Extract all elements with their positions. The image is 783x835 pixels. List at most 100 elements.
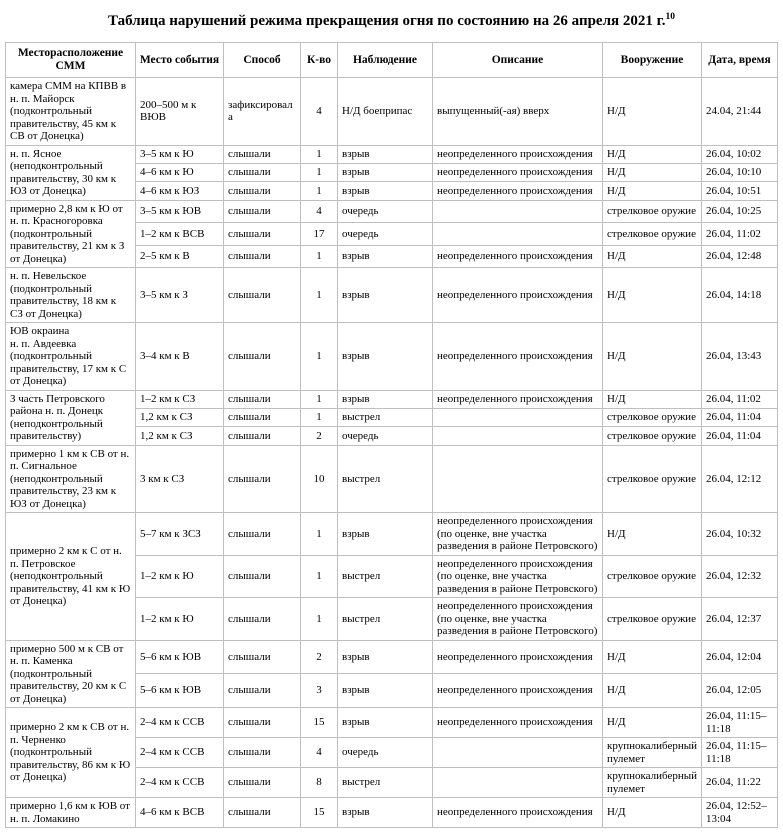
- column-header-count: К-во: [300, 42, 338, 78]
- description-cell: неопределенного происхождения: [432, 267, 603, 323]
- weapon-cell: Н/Д: [602, 244, 702, 268]
- table-row: 4–6 км к ЮЗ слышали 1 взрыв неопределенного …: [6, 181, 778, 201]
- observation-cell: взрыв: [337, 707, 433, 738]
- table-row: 1,2 км к СЗ слышали 2 очередь стрелковое ору…: [6, 426, 778, 446]
- event-place-cell: 4–6 км к ЮЗ: [135, 181, 224, 201]
- event-place-cell: 200–500 м к ВЮВ: [135, 77, 224, 146]
- weapon-cell: Н/Д: [602, 389, 702, 409]
- count-cell: 8: [300, 767, 338, 798]
- datetime-cell: 26.04, 11:15–11:18: [701, 707, 778, 738]
- column-header-observation: Наблюдение: [337, 42, 433, 78]
- datetime-cell: 26.04, 12:52–13:04: [701, 797, 778, 828]
- observation-cell: выстрел: [337, 767, 433, 798]
- method-cell: слышали: [223, 199, 301, 223]
- count-cell: 1: [300, 267, 338, 323]
- count-cell: 1: [300, 407, 338, 428]
- weapon-cell: стрелковое оружие: [602, 426, 702, 446]
- event-place-cell: 3–5 км к ЮВ: [135, 199, 224, 223]
- datetime-cell: 26.04, 10:51: [701, 181, 778, 201]
- weapon-cell: Н/Д: [602, 162, 702, 183]
- method-cell: зафиксировала: [223, 77, 301, 146]
- weapon-cell: стрелковое оружие: [602, 222, 702, 246]
- datetime-cell: 26.04, 12:04: [701, 639, 778, 675]
- event-place-cell: 1,2 км к СЗ: [135, 426, 224, 446]
- weapon-cell: Н/Д: [602, 512, 702, 556]
- table-row: З часть Петровского района н. п. Донецк …: [5, 389, 778, 446]
- table-row: примерно 2 км к С от н. п. Петровское (н…: [5, 512, 778, 641]
- table-row: 1–2 км к ВСВ слышали 17 очередь стрелковое о…: [6, 222, 778, 246]
- datetime-cell: 26.04, 11:02: [701, 389, 778, 409]
- header-row: Месторасположение СММ Место события Способ…: [5, 42, 778, 78]
- count-cell: 1: [300, 181, 338, 201]
- count-cell: 3: [300, 673, 338, 708]
- weapon-cell: крупнокалиберный пулемет: [602, 737, 702, 768]
- observation-cell: очередь: [337, 222, 433, 246]
- count-cell: 2: [300, 426, 338, 446]
- table-row: примерно 500 м к СВ от н. п. Каменка (по…: [5, 639, 778, 708]
- table-row: 5–6 км к ЮВ слышали 3 взрыв неопределенного …: [6, 673, 778, 708]
- event-place-cell: 1–2 км к Ю: [135, 554, 224, 598]
- count-cell: 1: [300, 597, 338, 641]
- event-place-cell: 2–5 км к В: [135, 244, 224, 268]
- event-place-cell: 3–5 км к З: [135, 267, 224, 323]
- description-cell: неопределенного происхождения: [432, 673, 603, 708]
- observation-cell: очередь: [337, 199, 433, 223]
- datetime-cell: 26.04, 11:22: [701, 767, 778, 798]
- count-cell: 10: [300, 444, 338, 513]
- method-cell: слышали: [223, 797, 301, 828]
- weapon-cell: Н/Д: [602, 707, 702, 738]
- page-title: Таблица нарушений режима прекращения огн…: [0, 0, 783, 30]
- page-title-text: Таблица нарушений режима прекращения огн…: [108, 13, 666, 29]
- datetime-cell: 26.04, 12:48: [701, 244, 778, 268]
- weapon-cell: Н/Д: [602, 77, 702, 146]
- description-cell: неопределенного происхождения: [432, 639, 603, 675]
- location-cell: ЮВ окраина н. п. Авдеевка (подконтрольны…: [5, 322, 136, 391]
- count-cell: 1: [300, 322, 338, 391]
- count-cell: 4: [300, 199, 338, 223]
- location-cell: примерно 500 м к СВ от н. п. Каменка (по…: [5, 639, 136, 708]
- datetime-cell: 26.04, 11:04: [701, 407, 778, 428]
- location-cell: примерно 1 км к СВ от н. п. Сигнальное (…: [5, 444, 136, 513]
- description-cell: [432, 407, 603, 428]
- datetime-cell: 26.04, 10:25: [701, 199, 778, 223]
- count-cell: 1: [300, 554, 338, 598]
- method-cell: слышали: [223, 767, 301, 798]
- observation-cell: взрыв: [337, 639, 433, 675]
- observation-cell: Н/Д боеприпас: [337, 77, 433, 146]
- event-place-cell: 5–7 км к ЗСЗ: [135, 512, 224, 556]
- weapon-cell: стрелковое оружие: [602, 597, 702, 641]
- description-cell: [432, 767, 603, 798]
- datetime-cell: 26.04, 10:02: [701, 144, 778, 164]
- count-cell: 4: [300, 737, 338, 768]
- datetime-cell: 26.04, 13:43: [701, 322, 778, 391]
- description-cell: неопределенного происхождения: [432, 797, 603, 828]
- table-row: н. п. Ясное (неподконтрольный правительс…: [5, 144, 778, 201]
- location-cell: примерно 1,6 км к ЮВ от н. п. Ломакино: [5, 797, 136, 828]
- weapon-cell: Н/Д: [602, 267, 702, 323]
- method-cell: слышали: [223, 554, 301, 598]
- table-body: камера СММ на КПВВ в н. п. Майорск (подк…: [5, 77, 778, 828]
- observation-cell: взрыв: [337, 322, 433, 391]
- footnote-reference: 10: [665, 12, 676, 22]
- count-cell: 2: [300, 639, 338, 675]
- datetime-cell: 26.04, 12:12: [701, 444, 778, 513]
- observation-cell: взрыв: [337, 389, 433, 409]
- location-cell: примерно 2 км к С от н. п. Петровское (н…: [5, 512, 136, 641]
- datetime-cell: 26.04, 11:04: [701, 426, 778, 446]
- event-place-cell: 3–5 км к Ю: [135, 144, 224, 164]
- description-cell: [432, 737, 603, 768]
- location-cell: примерно 2 км к СВ от н. п. Черненко (по…: [5, 707, 136, 798]
- observation-cell: взрыв: [337, 673, 433, 708]
- datetime-cell: 26.04, 14:18: [701, 267, 778, 323]
- datetime-cell: 26.04, 12:32: [701, 554, 778, 598]
- event-place-cell: 1,2 км к СЗ: [135, 407, 224, 428]
- event-place-cell: 2–4 км к ССВ: [135, 707, 224, 738]
- observation-cell: выстрел: [337, 407, 433, 428]
- datetime-cell: 26.04, 11:02: [701, 222, 778, 246]
- description-cell: неопределенного происхождения: [432, 244, 603, 268]
- weapon-cell: стрелковое оружие: [602, 407, 702, 428]
- method-cell: слышали: [223, 639, 301, 675]
- method-cell: слышали: [223, 244, 301, 268]
- method-cell: слышали: [223, 673, 301, 708]
